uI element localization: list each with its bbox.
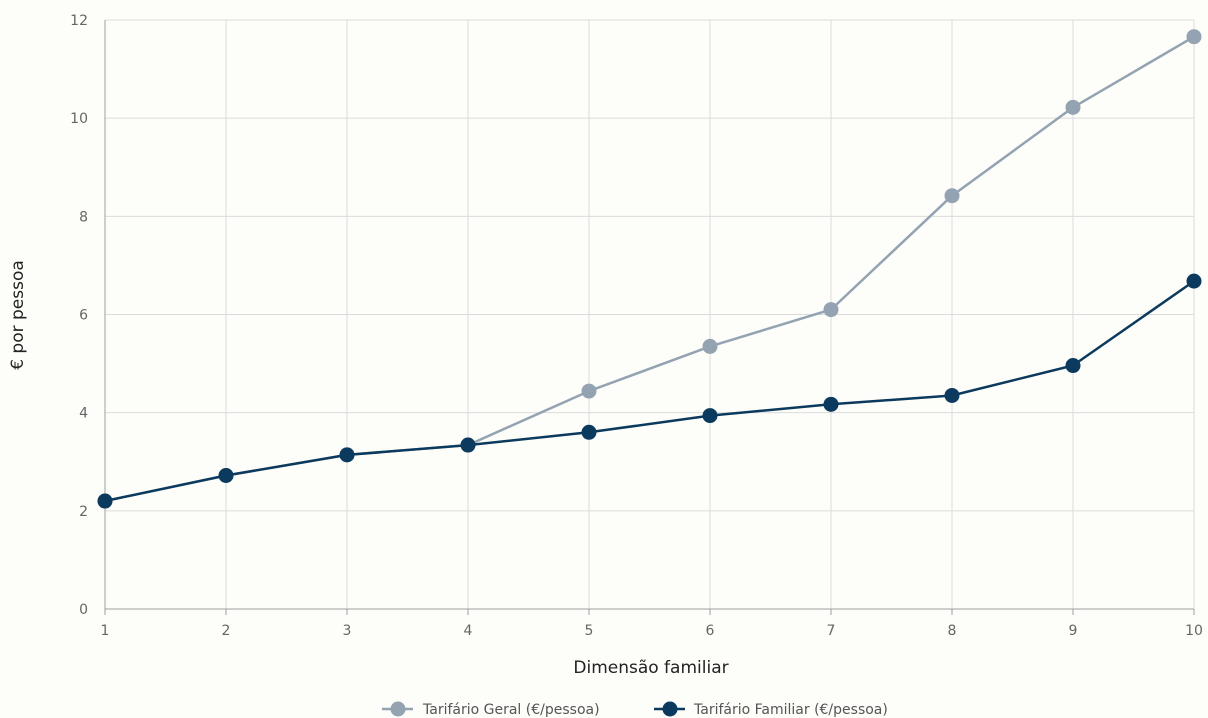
data-point-tarifario-geral[interactable]	[702, 338, 718, 354]
legend-label-tarifario-familiar: Tarifário Familiar (€/pessoa)	[693, 702, 888, 718]
data-point-tarifario-familiar[interactable]	[1186, 273, 1202, 289]
data-point-tarifario-familiar[interactable]	[581, 424, 597, 440]
legend-item-tarifario-geral[interactable]: Tarifário Geral (€/pessoa)	[382, 701, 600, 718]
y-tick-label: 6	[79, 308, 88, 324]
y-axis-title: € por pessoa	[8, 260, 28, 370]
x-axis-title: Dimensão familiar	[573, 658, 728, 678]
x-tick-label: 9	[1069, 623, 1078, 639]
legend-item-tarifario-familiar[interactable]: Tarifário Familiar (€/pessoa)	[654, 701, 888, 718]
y-tick-label: 2	[79, 504, 88, 520]
series-tarifario-geral	[97, 29, 1202, 509]
data-point-tarifario-geral[interactable]	[581, 383, 597, 399]
data-point-tarifario-familiar[interactable]	[218, 467, 234, 483]
series-line-tarifario-geral	[104, 35, 1195, 503]
axes	[104, 20, 1195, 615]
y-tick-label: 12	[70, 13, 88, 29]
legend-marker-tarifario-familiar	[662, 701, 678, 717]
y-tick-label: 10	[70, 111, 88, 127]
series-line-tarifario-familiar	[104, 280, 1195, 503]
grid-lines	[105, 19, 1195, 609]
x-tick-label: 6	[706, 623, 715, 639]
x-tick-label: 1	[101, 623, 110, 639]
data-point-tarifario-familiar[interactable]	[823, 396, 839, 412]
x-tick-label: 5	[585, 623, 594, 639]
legend-marker-tarifario-geral	[390, 701, 406, 717]
data-point-tarifario-geral[interactable]	[823, 302, 839, 318]
data-point-tarifario-familiar[interactable]	[339, 447, 355, 463]
data-point-tarifario-familiar[interactable]	[944, 387, 960, 403]
y-tick-label: 0	[79, 602, 88, 618]
legend: Tarifário Geral (€/pessoa) Tarifário Fam…	[382, 701, 888, 718]
y-tick-label: 8	[79, 209, 88, 225]
series-group	[97, 29, 1202, 509]
x-tick-label: 10	[1185, 623, 1203, 639]
x-tick-label: 4	[464, 623, 473, 639]
x-tick-label: 8	[948, 623, 957, 639]
series-tarifario-familiar	[97, 273, 1202, 509]
x-tick-label: 2	[222, 623, 231, 639]
legend-label-tarifario-geral: Tarifário Geral (€/pessoa)	[422, 702, 600, 718]
data-point-tarifario-geral[interactable]	[944, 188, 960, 204]
data-point-tarifario-familiar[interactable]	[1065, 358, 1081, 374]
data-point-tarifario-familiar[interactable]	[702, 408, 718, 424]
data-point-tarifario-familiar[interactable]	[460, 437, 476, 453]
y-tick-label: 4	[79, 406, 88, 422]
data-point-tarifario-familiar[interactable]	[97, 493, 113, 509]
x-tick-label: 3	[343, 623, 352, 639]
x-tick-label: 7	[827, 623, 836, 639]
data-point-tarifario-geral[interactable]	[1065, 99, 1081, 115]
data-point-tarifario-geral[interactable]	[1186, 29, 1202, 45]
